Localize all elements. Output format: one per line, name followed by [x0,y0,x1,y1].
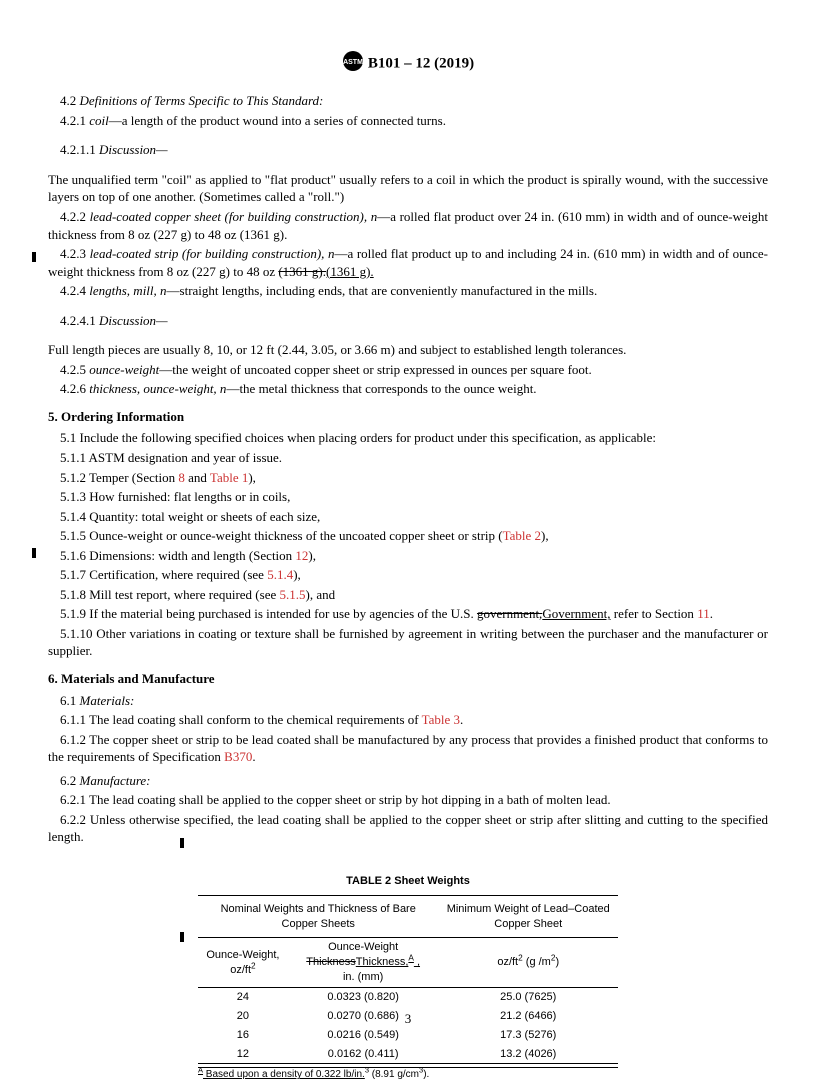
para-5-1-5: 5.1.5 Ounce-weight or ounce-weight thick… [48,527,768,545]
table-cell: 13.2 (4026) [438,1045,618,1064]
para-5-1-2: 5.1.2 Temper (Section 8 and Table 1), [48,469,768,487]
table-cell: 0.0162 (0.411) [288,1045,439,1064]
astm-logo: ASTM [342,50,364,78]
para-4-2-4: 4.2.4 lengths, mill, n—straight lengths,… [48,282,768,300]
para-6-2: 6.2 Manufacture: [48,772,768,790]
link-table-2[interactable]: Table 2 [503,528,541,543]
table-cell: 24 [198,988,288,1007]
para-4-2: 4.2 Definitions of Terms Specific to Thi… [48,92,768,110]
link-section-11[interactable]: 11 [697,606,710,621]
link-section-12[interactable]: 12 [295,548,308,563]
svg-text:ASTM: ASTM [343,59,363,66]
table-footnote: A Based upon a density of 0.322 lb/in.3 … [198,1067,618,1082]
link-table-1[interactable]: Table 1 [210,470,248,485]
table-cell: 25.0 (7625) [438,988,618,1007]
table-2: TABLE 2 Sheet Weights Nominal Weights an… [198,874,618,1082]
para-6-1: 6.1 Materials: [48,692,768,710]
page-number: 3 [0,1010,816,1028]
para-5-1-6: 5.1.6 Dimensions: width and length (Sect… [48,547,768,565]
change-bar [180,932,184,942]
para-6-2-1: 6.2.1 The lead coating shall be applied … [48,791,768,809]
para-6-1-2: 6.1.2 The copper sheet or strip to be le… [48,731,768,766]
para-5-1: 5.1 Include the following specified choi… [48,429,768,447]
table-cell: 16 [198,1026,288,1045]
link-5-1-5[interactable]: 5.1.5 [279,587,305,602]
change-bar [32,548,36,558]
para-4-2-1: 4.2.1 coil—a length of the product wound… [48,112,768,130]
table-row: 160.0216 (0.549)17.3 (5276) [198,1026,618,1045]
para-4-2-1-1: 4.2.1.1 Discussion— [48,141,768,159]
table-cell: 12 [198,1045,288,1064]
section-5-head: 5. Ordering Information [48,408,768,426]
para-5-1-3: 5.1.3 How furnished: flat lengths or in … [48,488,768,506]
change-bar [180,838,184,848]
para-coil-discussion: The unqualified term "coil" as applied t… [48,171,768,206]
table-col3-head: oz/ft2 (g /m2) [438,938,618,988]
table-head-left: Nominal Weights and Thickness of Bare Co… [198,895,438,938]
link-b370[interactable]: B370 [224,749,252,764]
para-6-2-2: 6.2.2 Unless otherwise specified, the le… [48,811,768,846]
para-4-2-2: 4.2.2 lead-coated copper sheet (for buil… [48,208,768,243]
para-5-1-7: 5.1.7 Certification, where required (see… [48,566,768,584]
para-4-2-5: 4.2.5 ounce-weight—the weight of uncoate… [48,361,768,379]
para-4-2-6: 4.2.6 thickness, ounce-weight, n—the met… [48,380,768,398]
table-row: 240.0323 (0.820)25.0 (7625) [198,988,618,1007]
table-head-right: Minimum Weight of Lead–Coated Copper She… [438,895,618,938]
para-lengths-discussion: Full length pieces are usually 8, 10, or… [48,341,768,359]
para-5-1-1: 5.1.1 ASTM designation and year of issue… [48,449,768,467]
table-title: TABLE 2 Sheet Weights [198,874,618,889]
page-header: ASTM B101 – 12 (2019) [48,50,768,78]
table-cell: 0.0323 (0.820) [288,988,439,1007]
table-cell: 0.0216 (0.549) [288,1026,439,1045]
link-5-1-4[interactable]: 5.1.4 [267,567,293,582]
table-col2-head: Ounce-WeightThicknessThickness,A ,in. (m… [288,938,439,988]
link-table-3[interactable]: Table 3 [422,712,460,727]
change-bar [32,252,36,262]
para-6-1-1: 6.1.1 The lead coating shall conform to … [48,711,768,729]
para-5-1-10: 5.1.10 Other variations in coating or te… [48,625,768,660]
section-6-head: 6. Materials and Manufacture [48,670,768,688]
para-4-2-4-1: 4.2.4.1 Discussion— [48,312,768,330]
para-4-2-3: 4.2.3 lead-coated strip (for building co… [48,245,768,280]
table-cell: 17.3 (5276) [438,1026,618,1045]
designation: B101 – 12 (2019) [368,56,474,72]
para-5-1-9: 5.1.9 If the material being purchased is… [48,605,768,623]
para-5-1-8: 5.1.8 Mill test report, where required (… [48,586,768,604]
table-col1-head: Ounce-Weight,oz/ft2 [198,938,288,988]
para-5-1-4: 5.1.4 Quantity: total weight or sheets o… [48,508,768,526]
table-row: 120.0162 (0.411)13.2 (4026) [198,1045,618,1064]
